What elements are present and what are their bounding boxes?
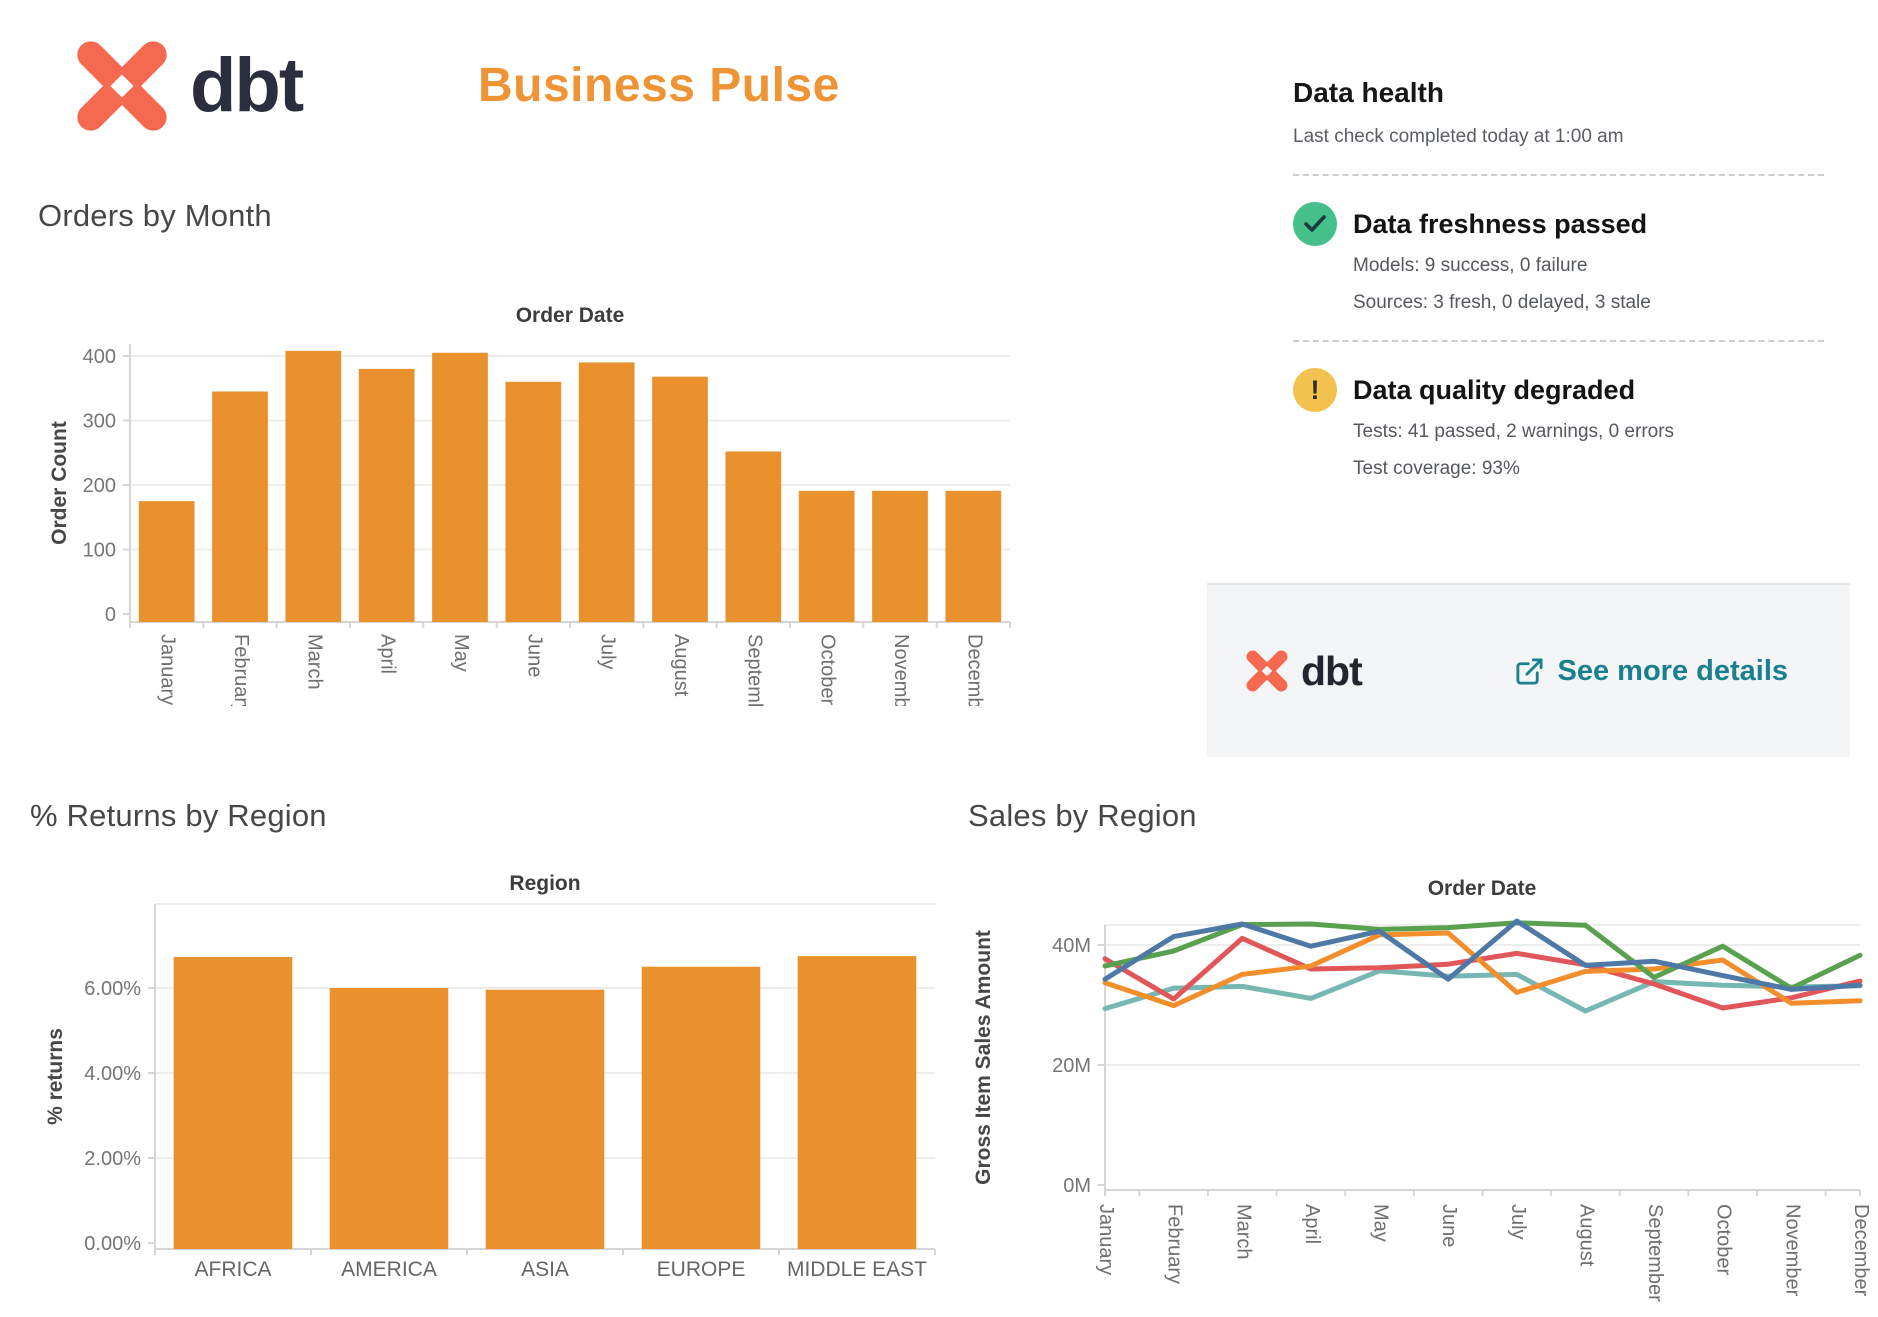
quality-tests-line: Tests: 41 passed, 2 warnings, 0 errors (1353, 421, 1675, 442)
svg-text:June: June (523, 634, 545, 677)
svg-text:September: September (1644, 1204, 1666, 1302)
dbt-logo: dbt (74, 38, 304, 134)
svg-text:AFRICA: AFRICA (194, 1258, 271, 1281)
svg-text:0.00%: 0.00% (84, 1233, 141, 1255)
orders-by-month-heading: Orders by Month (38, 198, 272, 233)
sales-by-region-chart[interactable]: 0M 20M 40M Order Date Gross Item Sales Amoun… (960, 852, 1878, 1312)
svg-text:October: October (1713, 1204, 1735, 1275)
svg-text:300: 300 (83, 411, 116, 433)
svg-text:20M: 20M (1052, 1055, 1091, 1077)
svg-text:August: August (670, 634, 692, 697)
svg-text:February: February (1164, 1204, 1186, 1284)
svg-text:EUROPE: EUROPE (657, 1258, 746, 1281)
last-check-text: Last check completed today at 1:00 am (1293, 126, 1624, 147)
svg-text:Region: Region (509, 872, 580, 895)
quality-status-heading: Data quality degraded (1353, 375, 1636, 405)
data-health-panel: Data health Last check completed today a… (1207, 55, 1850, 757)
check-icon (1293, 202, 1337, 246)
svg-text:MIDDLE EAST: MIDDLE EAST (787, 1258, 927, 1281)
svg-text:May: May (450, 634, 472, 672)
svg-text:March: March (1232, 1204, 1254, 1260)
freshness-status-row: Data freshness passed Models: 9 success,… (1293, 202, 1824, 314)
svg-text:December: December (963, 634, 985, 706)
svg-text:Order Date: Order Date (516, 304, 625, 327)
svg-text:May: May (1370, 1204, 1392, 1242)
orders-by-month-chart[interactable]: 0 100 200 300 400 Order Date Order Count Januar… (40, 246, 1020, 732)
dbt-footer-wordmark: dbt (1301, 647, 1363, 694)
svg-text:June: June (1438, 1204, 1460, 1247)
svg-text:6.00%: 6.00% (84, 978, 141, 1000)
svg-text:November: November (890, 634, 912, 706)
svg-text:Order Date: Order Date (1428, 877, 1537, 900)
quality-coverage-line: Test coverage: 93% (1353, 458, 1520, 479)
svg-text:December: December (1850, 1204, 1872, 1297)
svg-text:Gross Item Sales Amount: Gross Item Sales Amount (972, 930, 995, 1185)
returns-by-region-heading: % Returns by Region (30, 798, 327, 833)
see-more-details-link[interactable]: See more details (1514, 654, 1789, 688)
svg-text:September: September (743, 634, 765, 706)
svg-text:October: October (817, 634, 839, 705)
external-link-icon (1515, 657, 1543, 685)
svg-text:40M: 40M (1052, 935, 1091, 957)
sales-by-region-heading: Sales by Region (968, 798, 1197, 833)
svg-text:% returns: % returns (44, 1028, 67, 1125)
page-title: Business Pulse (478, 59, 840, 112)
dbt-x-icon (74, 38, 170, 134)
svg-text:0M: 0M (1063, 1175, 1091, 1197)
dbt-x-icon (1245, 650, 1289, 692)
svg-text:April: April (1301, 1204, 1323, 1244)
quality-status-row: ! Data quality degraded Tests: 41 passed… (1293, 368, 1824, 480)
svg-text:ASIA: ASIA (521, 1258, 569, 1281)
svg-text:February: February (230, 634, 252, 706)
divider (1293, 340, 1824, 342)
dbt-wordmark: dbt (190, 43, 304, 128)
data-health-footer: dbt See more details (1207, 583, 1850, 757)
data-health-title: Data health (1293, 77, 1444, 108)
svg-text:100: 100 (83, 540, 116, 562)
svg-text:0: 0 (105, 604, 116, 626)
dbt-footer-logo: dbt (1245, 647, 1363, 695)
freshness-status-heading: Data freshness passed (1353, 209, 1648, 239)
svg-text:2.00%: 2.00% (84, 1148, 141, 1170)
svg-text:AMERICA: AMERICA (341, 1258, 437, 1281)
freshness-models-line: Models: 9 success, 0 failure (1353, 255, 1588, 276)
svg-text:April: April (377, 634, 399, 674)
svg-text:200: 200 (83, 475, 116, 497)
divider (1293, 174, 1824, 176)
warning-icon: ! (1293, 368, 1337, 412)
svg-text:March: March (303, 634, 325, 690)
svg-text:January: January (157, 634, 179, 705)
svg-text:400: 400 (83, 346, 116, 368)
svg-text:November: November (1781, 1204, 1803, 1297)
svg-text:Order Count: Order Count (48, 421, 71, 545)
freshness-sources-line: Sources: 3 fresh, 0 delayed, 3 stale (1353, 292, 1651, 313)
svg-text:July: July (1507, 1204, 1529, 1240)
svg-text:4.00%: 4.00% (84, 1063, 141, 1085)
see-more-details-label: See more details (1557, 654, 1789, 687)
svg-text:January: January (1095, 1204, 1117, 1275)
svg-text:August: August (1575, 1204, 1597, 1267)
returns-by-region-chart[interactable]: 0.00% 2.00% 4.00% 6.00% Region % returns AFRIC… (30, 852, 960, 1312)
svg-text:July: July (597, 634, 619, 670)
